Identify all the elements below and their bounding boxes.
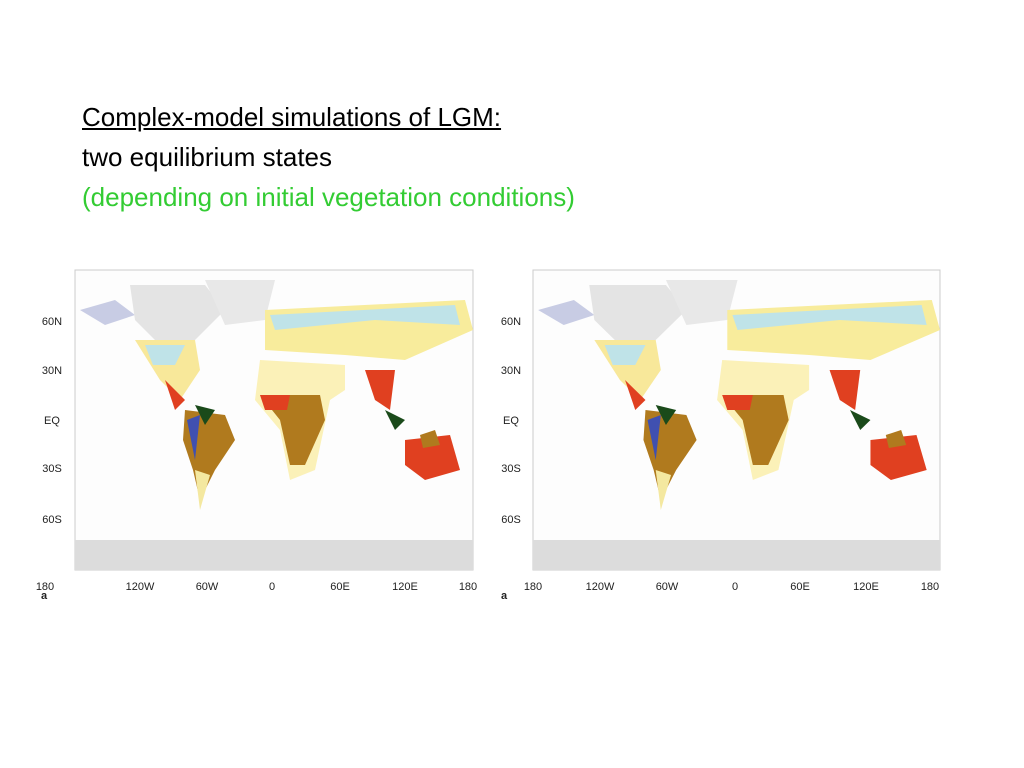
lat-label: 30N (42, 365, 62, 377)
map-image (74, 269, 474, 571)
lon-label: 120W (126, 581, 155, 593)
lat-label: 60N (42, 316, 62, 328)
lon-label: 120E (853, 581, 879, 593)
lon-label: 120E (392, 581, 418, 593)
lat-label: 60S (42, 514, 62, 526)
lon-label: 60W (196, 581, 219, 593)
lon-label: 120W (586, 581, 615, 593)
lon-label: 0 (732, 581, 738, 593)
lon-label: 60W (656, 581, 679, 593)
lon-label: 0 (269, 581, 275, 593)
lon-label: 180 (524, 581, 542, 593)
panel-label: a (501, 590, 508, 602)
lat-label: 30S (42, 463, 62, 475)
lat-label: 30N (501, 365, 521, 377)
lat-label: EQ (503, 415, 519, 427)
lat-label: 60N (501, 316, 521, 328)
lat-label: 30S (501, 463, 521, 475)
panel-label: a (41, 590, 48, 602)
title-line: (depending on initial vegetation conditi… (82, 182, 575, 212)
lon-label: 180 (921, 581, 939, 593)
lon-label: 60E (790, 581, 810, 593)
lat-label: 60S (501, 514, 521, 526)
lon-label: 60E (330, 581, 350, 593)
title-line: two equilibrium states (82, 142, 332, 172)
lon-label: 180 (36, 581, 54, 593)
lon-label: 180 (459, 581, 477, 593)
map-image (532, 269, 941, 571)
lat-label: EQ (44, 415, 60, 427)
title-line: Complex-model simulations of LGM: (82, 102, 502, 132)
